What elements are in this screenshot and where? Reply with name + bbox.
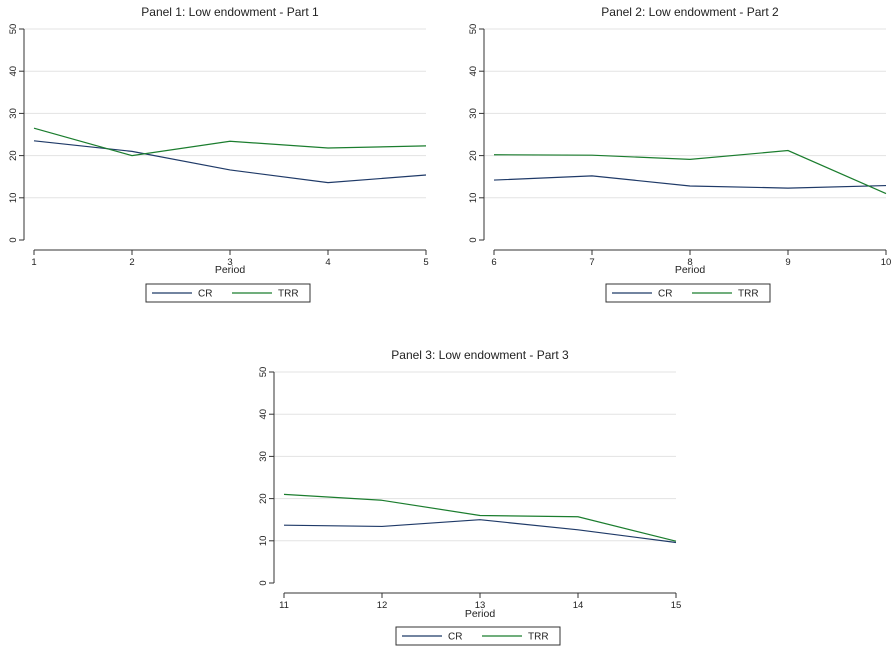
y-tick-label: 0 [468, 237, 479, 242]
y-tick-label: 30 [468, 108, 479, 119]
panel-title: Panel 2: Low endowment - Part 2 [601, 5, 779, 19]
x-tick-label: 11 [279, 600, 289, 611]
panel-3: Panel 3: Low endowment - Part 3 0 10 20 30 40… [258, 348, 682, 646]
x-axis-label: Period [675, 264, 706, 276]
x-tick-label: 2 [129, 257, 134, 268]
panel-1: Panel 1: Low endowment - Part 1 0 10 20 30 40… [8, 5, 429, 303]
legend-label-trr: TRR [278, 289, 299, 300]
legend-label-trr: TRR [528, 632, 549, 643]
legend-label-cr: CR [448, 632, 462, 643]
legend-label-trr: TRR [738, 289, 759, 300]
x-tick-label: 9 [785, 257, 790, 268]
series-line-trr [33, 127, 427, 157]
panel-2: Panel 2: Low endowment - Part 2 0 10 20 30 40… [468, 5, 892, 303]
x-tick-label: 5 [423, 257, 428, 268]
legend: CR TRR [395, 626, 561, 646]
x-axis-label: Period [215, 264, 246, 276]
y-tick-label: 10 [468, 193, 479, 204]
x-tick-label: 14 [573, 600, 584, 611]
panel-title: Panel 3: Low endowment - Part 3 [391, 348, 569, 362]
y-tick-label: 40 [258, 409, 269, 420]
x-tick-label: 6 [491, 257, 496, 268]
x-axis-label: Period [465, 608, 496, 620]
y-tick-label: 50 [8, 24, 19, 35]
x-tick-label: 3 [227, 257, 232, 268]
legend-box [605, 283, 771, 303]
y-tick-label: 50 [468, 24, 479, 35]
x-tick-label: 10 [881, 257, 892, 268]
x-tick-label: 4 [325, 257, 330, 268]
series-line-cr [283, 519, 677, 544]
x-tick-label: 1 [31, 257, 36, 268]
panel-title: Panel 1: Low endowment - Part 1 [141, 5, 319, 19]
x-tick-label: 13 [475, 600, 486, 611]
y-tick-label: 20 [8, 150, 19, 161]
x-tick-label: 12 [377, 600, 388, 611]
legend-box [395, 626, 561, 646]
legend: CR TRR [605, 283, 771, 303]
legend: CR TRR [145, 283, 311, 303]
legend-label-cr: CR [198, 289, 212, 300]
series-line-cr [493, 175, 887, 189]
y-tick-label: 20 [258, 493, 269, 504]
series-line-cr [33, 140, 427, 184]
y-tick-label: 30 [8, 108, 19, 119]
legend-label-cr: CR [658, 289, 672, 300]
x-tick-label: 15 [671, 600, 682, 611]
y-tick-label: 40 [8, 66, 19, 77]
y-tick-label: 40 [468, 66, 479, 77]
series-line-trr [283, 493, 677, 542]
y-tick-label: 0 [258, 580, 269, 585]
x-tick-label: 7 [589, 257, 594, 268]
y-tick-label: 10 [8, 193, 19, 204]
legend-box [145, 283, 311, 303]
series-line-trr [493, 149, 887, 195]
y-tick-label: 10 [258, 536, 269, 547]
x-tick-label: 8 [687, 257, 692, 268]
y-tick-label: 20 [468, 150, 479, 161]
y-tick-label: 0 [8, 237, 19, 242]
y-tick-label: 30 [258, 451, 269, 462]
y-tick-label: 50 [258, 367, 269, 378]
